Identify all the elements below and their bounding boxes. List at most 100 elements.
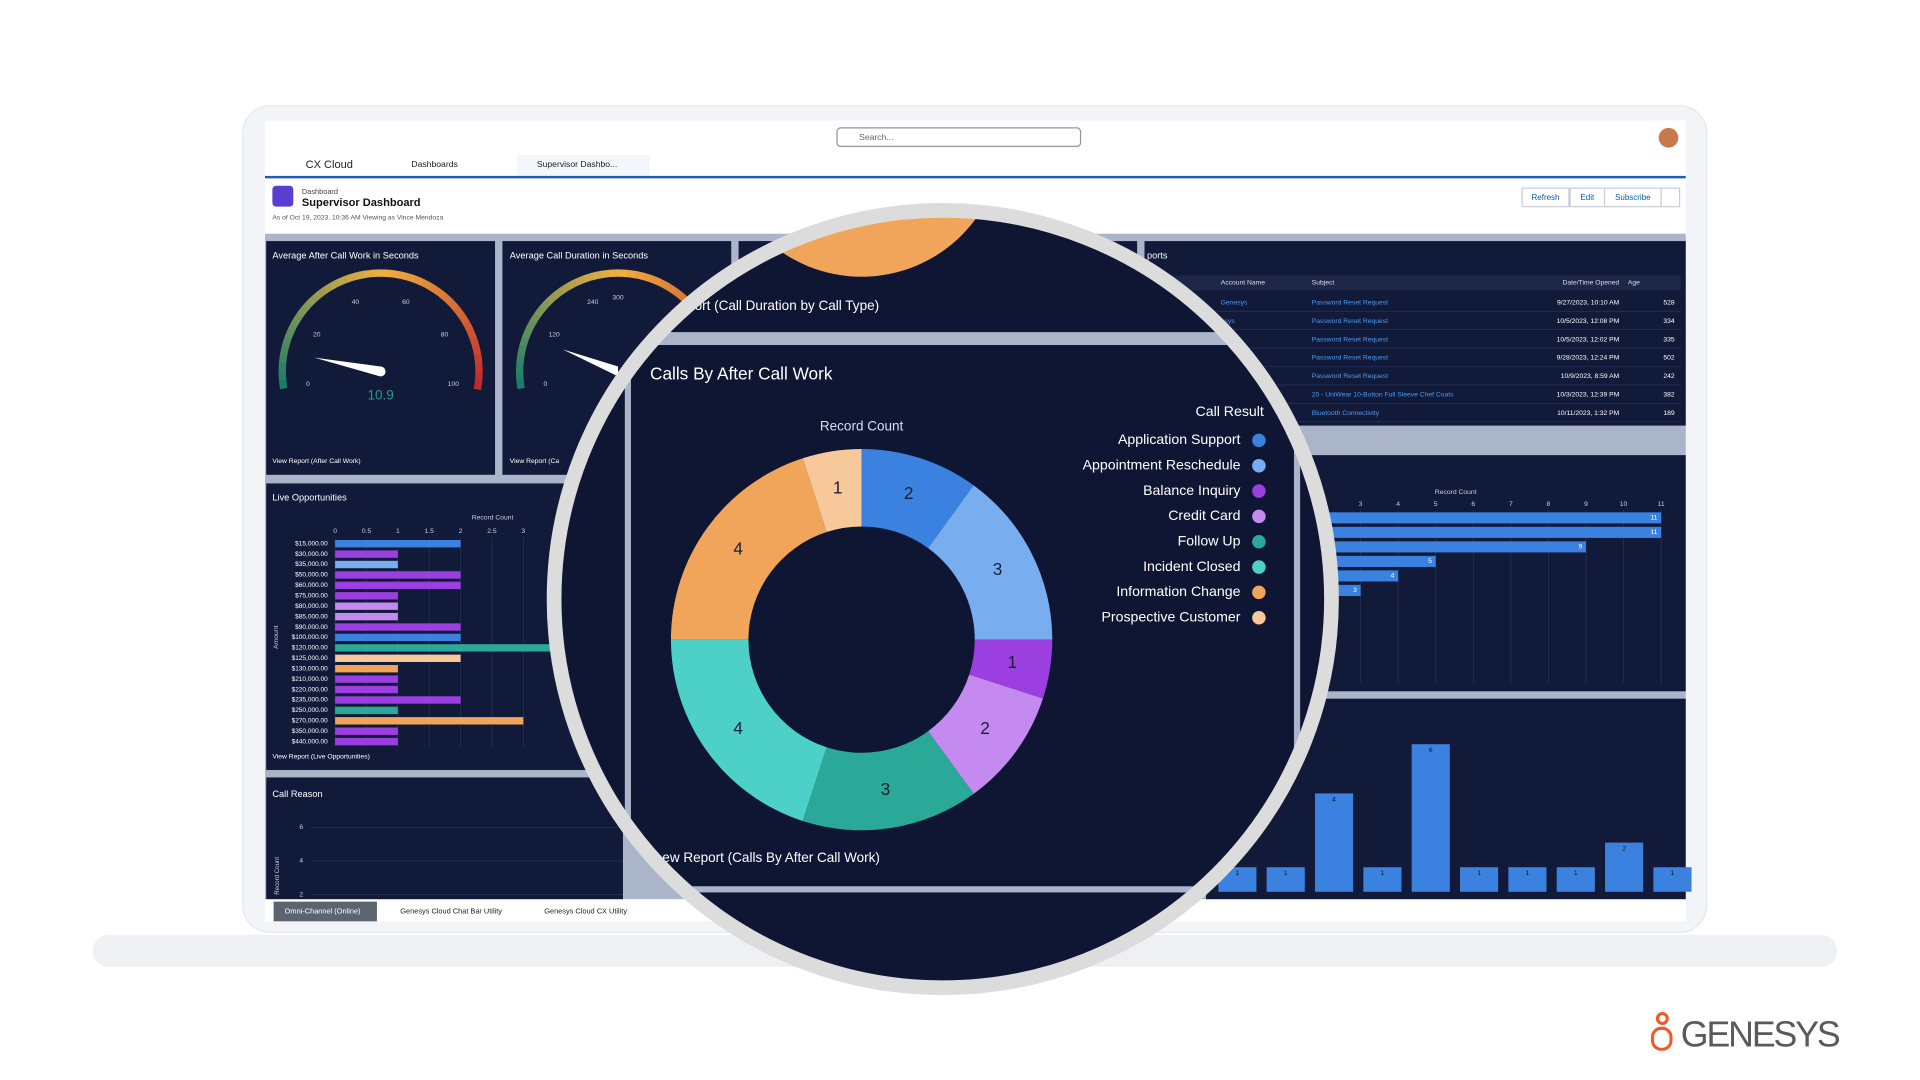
gauge-arc — [634, 270, 646, 281]
nav-item[interactable]: Dashboards — [411, 159, 457, 169]
legend-label: Incident Closed — [1143, 558, 1240, 574]
table-cell: 9/28/2023, 12:24 PM — [1557, 355, 1620, 362]
bar — [1247, 541, 1586, 553]
gauge-arc — [658, 278, 670, 290]
y-tick-label: $100,000.00 — [292, 634, 329, 641]
y-tick-label: $130,000.00 — [292, 665, 329, 672]
panel — [266, 777, 623, 900]
y-tick-label: $30,000.00 — [295, 551, 328, 558]
legend-swatch — [1252, 433, 1266, 448]
gauge-tick-label: 100 — [448, 381, 460, 388]
gauge-tick-label: 80 — [441, 331, 449, 338]
search-box[interactable] — [836, 127, 1082, 147]
bar — [335, 644, 555, 652]
gauge-arc — [302, 298, 315, 311]
gauge-arc — [525, 319, 537, 332]
gauge-tick-label: 240 — [587, 299, 599, 306]
gauge-arc — [529, 312, 541, 325]
y-tick-label: 2 — [299, 891, 303, 898]
table-cell: 10/5/2023, 12:08 PM — [1557, 318, 1620, 325]
gauge-arc — [517, 344, 527, 356]
avatar[interactable] — [1658, 127, 1679, 148]
report-link: View Report (Ca — [510, 458, 560, 465]
gauge-arc — [534, 305, 547, 318]
gauge-arc — [308, 292, 321, 305]
bar — [1266, 867, 1305, 892]
table-header — [1144, 275, 1681, 291]
legend-label: Information Change — [1116, 583, 1240, 599]
panel-divider — [554, 332, 1332, 340]
gauge-arc — [458, 312, 470, 325]
y-tick-label: 4 — [299, 858, 303, 865]
bar — [335, 550, 398, 558]
x-tick-label: 3 — [1359, 501, 1363, 508]
data-label: 11 — [1650, 515, 1657, 522]
brand-wordmark: GENESYS — [1681, 1014, 1841, 1054]
tab[interactable] — [517, 154, 651, 176]
report-link: View Report (Live Opportunities) — [272, 753, 369, 760]
table-cell: esys — [1221, 318, 1236, 325]
y-tick-label: $120,000.00 — [292, 645, 329, 652]
header-button[interactable] — [1521, 187, 1570, 208]
column-header: Age — [1628, 280, 1640, 287]
axis-label: Amount — [273, 625, 280, 648]
axis-label: Record Count — [274, 857, 281, 895]
x-tick-label: 4 — [1396, 501, 1400, 508]
donut-segment — [861, 448, 974, 549]
donut-segment — [802, 448, 862, 533]
magnifier-content: eport (Call Duration by Call Type) Calls … — [554, 210, 1332, 893]
bar — [335, 560, 398, 569]
gauge-tick-label: 0 — [543, 381, 547, 388]
column-header: Subject — [1312, 280, 1335, 287]
gauge-title: Average After Call Work in Seconds — [272, 250, 419, 260]
app-name: CX Cloud — [306, 159, 353, 171]
search-placeholder: Search... — [859, 132, 893, 142]
donut-segment — [969, 639, 1053, 699]
brand-icon — [1650, 1026, 1673, 1051]
bar — [335, 727, 398, 735]
gauge-arc — [591, 270, 603, 281]
x-tick-label: 1 — [396, 528, 400, 535]
bar — [335, 665, 398, 673]
table-cell: 334 — [1663, 318, 1675, 325]
gauge-arc — [362, 269, 374, 279]
gauge-arc — [292, 312, 304, 325]
y-tick-label: $125,000.00 — [292, 655, 329, 662]
gauge-arc — [665, 283, 678, 295]
gauge-arc — [539, 298, 552, 311]
utility-active — [273, 901, 377, 922]
table-cell: Genesys — [1221, 299, 1248, 306]
gauge-arc — [354, 270, 366, 281]
gauge-arc — [566, 278, 579, 290]
report-link: View Report (After Call Work) — [272, 458, 360, 465]
report-link: ew Report (Calls By After Call Work) — [662, 850, 880, 865]
utility-item: Omni-Channel (Online) — [285, 906, 361, 915]
gauge-needle — [562, 349, 619, 377]
donut-segment — [802, 731, 974, 831]
y-tick-label: 6 — [299, 824, 303, 831]
gauge-arc — [297, 305, 309, 318]
data-label: 2 — [980, 718, 990, 738]
legend-label: Prospective Customer — [1102, 608, 1241, 624]
gauge-arc — [642, 272, 654, 283]
bar — [335, 540, 461, 548]
x-tick-label: 0 — [333, 528, 337, 535]
nav-underline — [265, 175, 1686, 179]
table-cell: 382 — [1663, 392, 1675, 399]
y-tick-label: $220,000.00 — [292, 686, 329, 693]
legend-label: Credit Card — [1168, 507, 1240, 523]
gauge-arc — [397, 270, 408, 281]
gauge-arc — [522, 327, 533, 340]
x-tick-label: 10 — [1620, 501, 1628, 508]
data-label: 3 — [993, 559, 1003, 579]
brand-icon — [1655, 1012, 1669, 1025]
gauge-arc — [282, 335, 292, 347]
gauge-arc — [545, 292, 558, 305]
header-button[interactable] — [1660, 187, 1681, 208]
donut-segment — [670, 458, 827, 640]
bar — [1247, 555, 1436, 567]
bar — [1363, 867, 1402, 892]
y-tick-label: $35,000.00 — [295, 561, 328, 568]
table-cell: 9/27/2023, 10:10 AM — [1557, 299, 1620, 306]
y-tick-label: $15,000.00 — [295, 540, 328, 547]
